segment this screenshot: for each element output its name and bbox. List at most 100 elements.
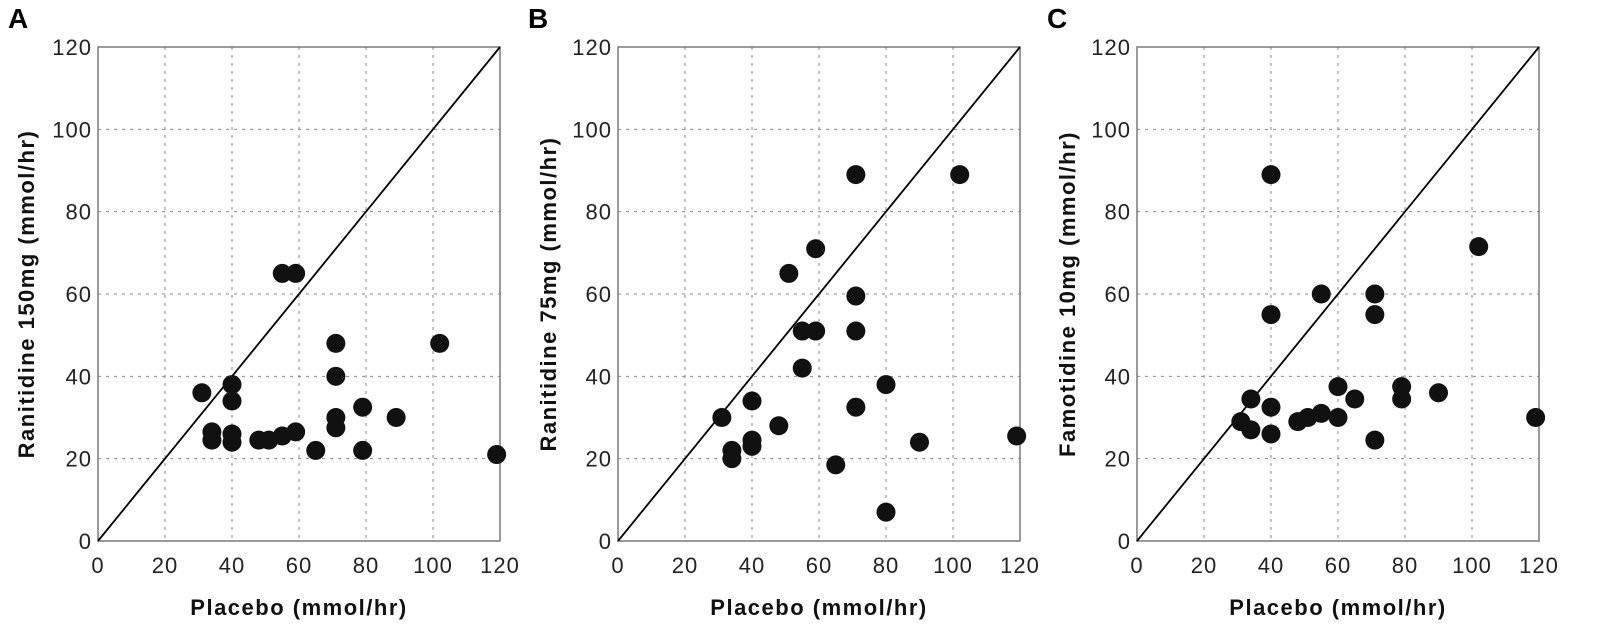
data-point: [742, 436, 762, 456]
data-point: [1261, 397, 1281, 417]
y-tick-label: 120: [1091, 35, 1131, 60]
data-point: [353, 440, 373, 460]
data-point: [1365, 430, 1385, 450]
data-point: [846, 321, 866, 341]
data-point: [222, 375, 242, 395]
y-tick-label: 100: [1091, 117, 1131, 142]
data-point: [806, 239, 826, 259]
data-point: [712, 408, 732, 427]
x-axis-label: Placebo (mmol/hr): [710, 595, 927, 620]
data-point: [1311, 284, 1331, 304]
data-point: [1365, 284, 1385, 304]
data-point: [1429, 383, 1448, 403]
data-point: [1345, 389, 1365, 409]
data-point: [487, 445, 507, 465]
data-point: [910, 432, 929, 452]
data-point: [1261, 165, 1281, 185]
y-tick-label: 40: [586, 364, 612, 389]
x-tick-label: 20: [152, 553, 178, 578]
x-tick-label: 100: [1452, 553, 1492, 578]
y-tick-label: 20: [1105, 447, 1131, 472]
y-axis-label: Ranitidine 75mg (mmol/hr): [536, 137, 561, 452]
data-point: [826, 455, 846, 475]
data-point: [1365, 305, 1385, 325]
x-tick-label: 100: [413, 553, 453, 578]
identity-line: [617, 46, 1021, 542]
data-point: [1392, 389, 1412, 409]
data-point: [792, 321, 812, 341]
data-point: [286, 263, 306, 283]
data-point: [202, 430, 222, 450]
y-tick-label: 40: [66, 364, 92, 389]
x-tick-label: 80: [353, 553, 379, 578]
data-point: [353, 397, 373, 417]
x-tick-label: 40: [1258, 553, 1284, 578]
x-tick-label: 60: [286, 553, 312, 578]
y-tick-label: 20: [586, 447, 612, 472]
data-point: [430, 333, 450, 353]
x-tick-label: 0: [611, 553, 624, 578]
x-tick-label: 40: [739, 553, 765, 578]
data-point: [876, 375, 896, 395]
data-point: [286, 422, 306, 442]
y-tick-label: 0: [599, 529, 612, 554]
data-point: [1261, 424, 1281, 444]
data-point: [326, 333, 346, 353]
data-point: [792, 358, 812, 378]
chart-panel-c: 0 20 40 60 80 100 120 0 20 40 60 80 100 120 Placebo (m…: [1047, 3, 1558, 620]
data-point: [1328, 377, 1348, 397]
x-tick-label: 60: [1325, 553, 1351, 578]
data-point: [1241, 420, 1261, 440]
x-tick-label: 0: [1130, 553, 1143, 578]
data-point: [846, 165, 866, 185]
data-point: [1007, 426, 1027, 446]
y-tick-label: 20: [66, 447, 92, 472]
data-point: [806, 321, 826, 341]
data-point: [386, 408, 406, 427]
x-tick-label: 20: [1191, 553, 1217, 578]
data-point: [779, 263, 799, 283]
x-tick-label: 60: [806, 553, 832, 578]
x-tick-label: 0: [91, 553, 104, 578]
data-point: [1261, 305, 1281, 325]
data-point: [769, 416, 789, 436]
y-tick-label: 80: [1105, 200, 1131, 225]
y-tick-label: 100: [52, 117, 92, 142]
x-axis-label: Placebo (mmol/hr): [190, 595, 407, 620]
panel-letter: A: [8, 3, 28, 34]
chart-panel-a: 0 20 40 60 80 100 120 0 20 40 60 80 100 120 Placebo (m…: [8, 3, 520, 620]
plot-frame: [1136, 46, 1540, 542]
x-tick-label: 120: [480, 553, 520, 578]
y-tick-label: 60: [586, 282, 612, 307]
x-axis-label: Placebo (mmol/hr): [1229, 595, 1446, 620]
x-tick-label: 120: [1000, 553, 1040, 578]
panel-letter: B: [528, 3, 548, 34]
y-tick-label: 120: [572, 35, 612, 60]
data-point: [1526, 408, 1546, 427]
panel-letter: C: [1047, 3, 1067, 34]
data-point: [1469, 237, 1489, 257]
y-tick-label: 0: [79, 529, 92, 554]
y-axis-label: Famotidine 10mg (mmol/hr): [1055, 131, 1080, 457]
data-point: [306, 440, 326, 460]
plot-frame: [97, 46, 501, 542]
data-point: [192, 383, 212, 403]
x-tick-label: 40: [219, 553, 245, 578]
y-axis-label: Ranitidine 150mg (mmol/hr): [14, 130, 39, 459]
y-tick-label: 80: [586, 200, 612, 225]
data-point: [1311, 403, 1331, 423]
y-tick-label: 100: [572, 117, 612, 142]
y-tick-label: 120: [52, 35, 92, 60]
chart-panel-b: 0 20 40 60 80 100 120 0 20 40 60 80 100 120 Placebo (m…: [528, 3, 1040, 620]
data-point: [326, 366, 346, 386]
y-tick-label: 60: [1105, 282, 1131, 307]
data-point: [742, 391, 762, 411]
plot-frame: [617, 46, 1021, 542]
data-point: [950, 165, 970, 185]
y-tick-label: 80: [66, 200, 92, 225]
x-tick-label: 80: [873, 553, 899, 578]
y-tick-label: 60: [66, 282, 92, 307]
identity-line: [1136, 46, 1540, 542]
data-point: [1328, 408, 1348, 427]
